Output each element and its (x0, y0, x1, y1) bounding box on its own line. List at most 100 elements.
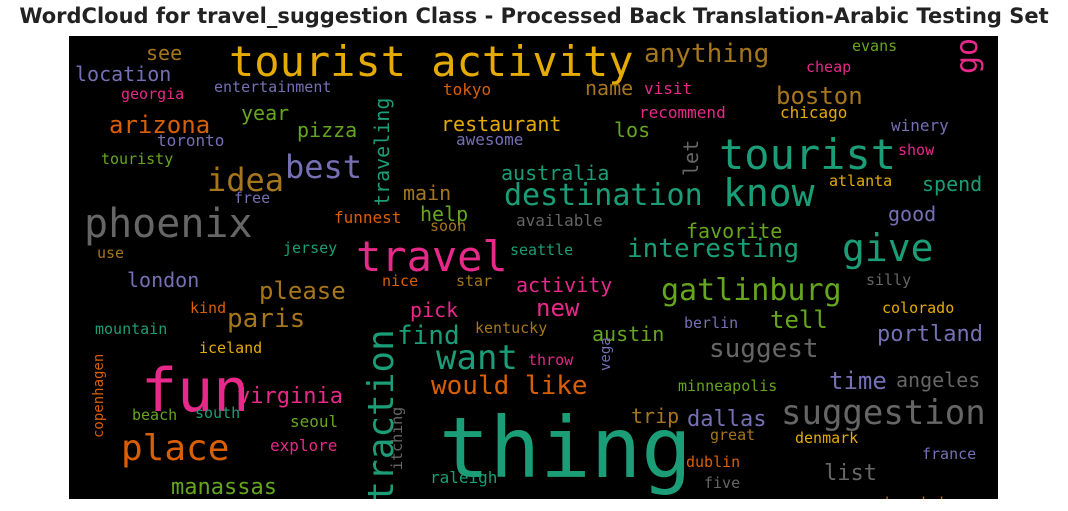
word-paris: paris (227, 304, 306, 334)
word-iceland: iceland (199, 339, 263, 357)
word-pick: pick (410, 298, 459, 322)
word-dublin: dublin (686, 453, 741, 471)
word-boston: boston (776, 82, 863, 110)
word-suggest: suggest (709, 334, 819, 364)
word-destination: destination (504, 178, 703, 213)
word-austin: austin (592, 322, 665, 346)
word-tourist: tourist (719, 130, 897, 179)
word-name: name (585, 76, 634, 100)
word-interesting: interesting (627, 234, 800, 264)
word-go: go (950, 37, 985, 74)
word-seoul: seoul (290, 412, 339, 431)
word-funnest: funnest (334, 208, 402, 227)
word-entertainment: entertainment (214, 78, 332, 96)
word-please: please (259, 277, 346, 305)
word-use: use (97, 244, 125, 262)
word-south: south (195, 404, 241, 422)
word-copenhagen: copenhagen (91, 353, 107, 438)
word-angeles: angeles (896, 368, 981, 392)
word-georgia: georgia (121, 85, 185, 103)
word-throw: throw (528, 351, 574, 369)
word-main: main (403, 181, 452, 205)
word-los: los (614, 118, 651, 142)
word-france: france (922, 445, 977, 463)
word-beach: beach (132, 406, 178, 424)
word-best: best (285, 148, 363, 186)
word-location: location (75, 62, 172, 86)
word-find: find (397, 321, 460, 351)
word-phoenix: phoenix (84, 201, 253, 247)
word-show: show (898, 141, 935, 159)
word-tourist-activity: tourist activity (229, 37, 634, 86)
word-free: free (234, 189, 271, 207)
word-portland: portland (877, 322, 983, 347)
word-denmark: denmark (795, 429, 859, 447)
word-idea: idea (207, 161, 285, 199)
word-five: five (704, 474, 741, 492)
word-year: year (241, 101, 290, 125)
word-touristy: touristy (101, 150, 174, 168)
wordcloud-canvas: thing fun tourist activity tourist travel pho… (69, 36, 998, 499)
word-raleigh: raleigh (430, 468, 498, 487)
word-restaurant: restaurant (441, 112, 562, 136)
word-virginia: virginia (237, 384, 343, 409)
word-list: list (824, 461, 877, 486)
word-explore: explore (270, 436, 338, 455)
word-evans: evans (852, 37, 898, 55)
word-great: great (710, 426, 756, 444)
word-chicago: chicago (780, 103, 848, 122)
word-anything: anything (644, 39, 770, 69)
word-berlin: berlin (684, 314, 739, 332)
word-gatlinburg: gatlinburg (661, 273, 842, 308)
chart-title: WordCloud for travel_suggestion Class - … (19, 4, 1049, 28)
word-colorado: colorado (882, 299, 955, 317)
word-place: place (121, 428, 230, 469)
word-time: time (829, 367, 887, 395)
word-awesome: awesome (456, 130, 524, 149)
word-tokyo: tokyo (443, 80, 492, 99)
word-thing: thing (439, 399, 692, 497)
word-london: london (127, 268, 200, 292)
word-winery: winery (891, 116, 949, 135)
word-visit: visit (644, 79, 693, 98)
word-want: want (436, 338, 518, 378)
word-fun: fun (141, 356, 250, 426)
word-available: available (516, 211, 603, 230)
word-itching: itching (388, 406, 406, 470)
word-silly: silly (866, 271, 912, 289)
word-activity: activity (516, 273, 613, 297)
word-suggestion: suggestion (781, 393, 986, 433)
word-toronto: toronto (157, 131, 225, 150)
word-see: see (146, 41, 183, 65)
word-recommend: recommend (639, 103, 726, 122)
word-spend: spend (922, 172, 983, 196)
word-manassas: manassas (171, 475, 277, 499)
word-minneapolis: minneapolis (678, 377, 778, 395)
word-bangkok: bangkok (885, 496, 948, 500)
word-kind: kind (190, 299, 227, 317)
word-give: give (842, 226, 934, 270)
word-nice: nice (382, 272, 419, 290)
word-new: new (536, 294, 580, 322)
word-traveling: traveling (370, 97, 394, 206)
word-jersey: jersey (283, 239, 338, 257)
word-atlanta: atlanta (829, 172, 893, 190)
word-know: know (723, 171, 815, 215)
word-arizona: arizona (109, 111, 211, 139)
word-pizza: pizza (297, 118, 358, 142)
word-travel: travel (356, 232, 508, 281)
word-favorite: favorite (686, 219, 783, 243)
word-australia: australia (501, 161, 610, 185)
word-let: let (679, 139, 703, 176)
word-trip: trip (631, 404, 680, 428)
word-tell: tell (770, 306, 828, 334)
word-mountain: mountain (95, 320, 168, 338)
word-dallas: dallas (687, 407, 767, 432)
word-soon: soon (430, 217, 467, 235)
word-star: star (456, 272, 493, 290)
word-good: good (888, 202, 937, 226)
word-cheap: cheap (806, 58, 852, 76)
word-seattle: seattle (510, 241, 574, 259)
word-kentucky: kentucky (475, 319, 548, 337)
word-would-like: would like (431, 371, 588, 401)
